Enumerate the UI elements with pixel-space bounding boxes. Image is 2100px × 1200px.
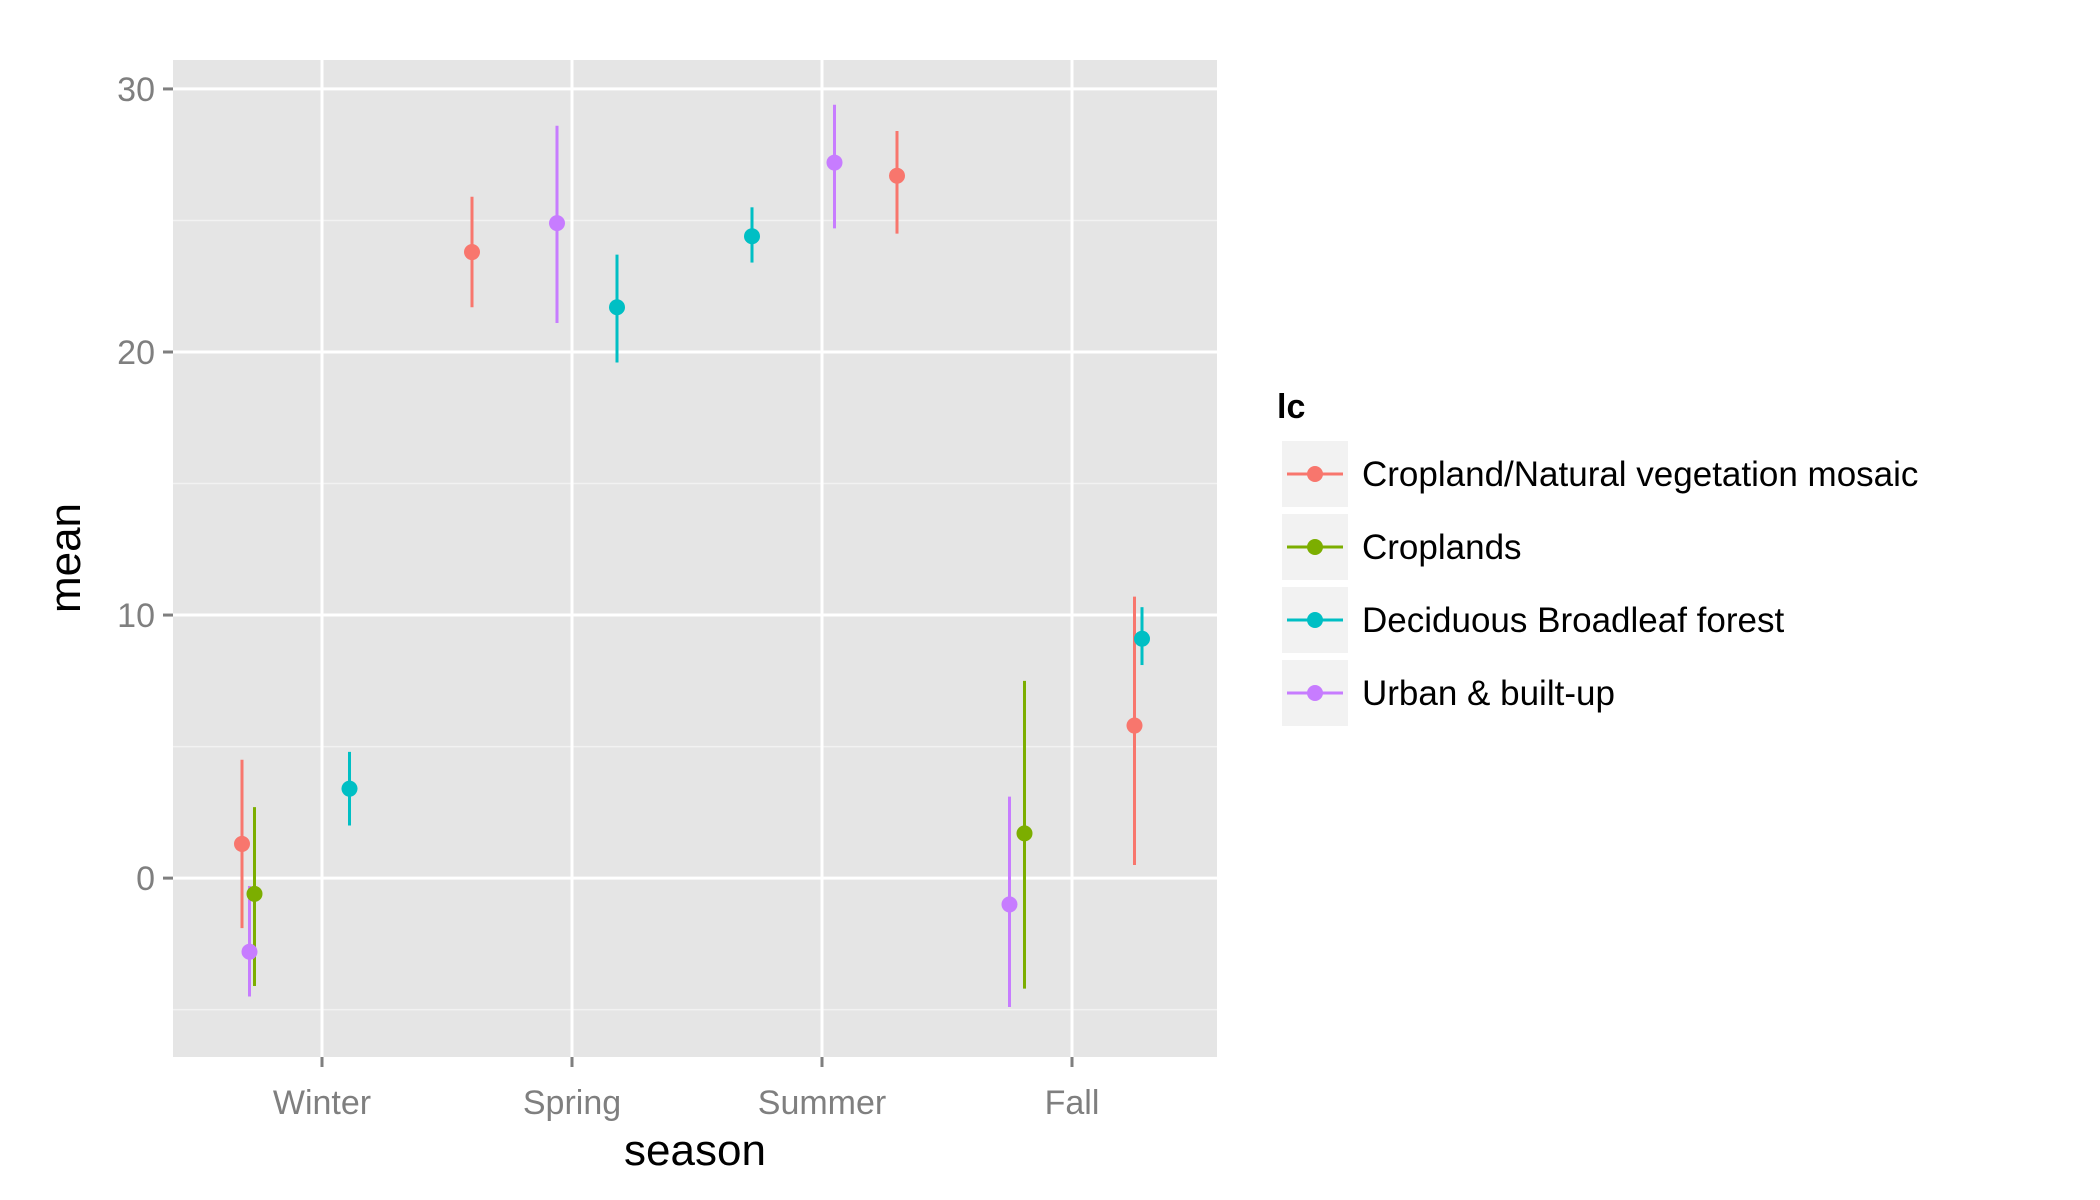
data-point: [1016, 825, 1033, 842]
y-tick-label: 30: [117, 71, 155, 109]
data-point: [744, 228, 760, 245]
x-tick-label: Winter: [273, 1084, 371, 1122]
x-tick-label: Summer: [758, 1084, 886, 1122]
y-tick-label: 20: [117, 334, 155, 372]
legend-title: lc: [1277, 388, 1305, 426]
y-tick-label: 10: [117, 597, 155, 635]
x-tick-label: Fall: [1045, 1084, 1100, 1122]
major-gridlines: [173, 60, 1217, 1057]
data-point: [464, 244, 480, 261]
data-point: [241, 943, 258, 960]
legend-label: Deciduous Broadleaf forest: [1362, 601, 1784, 640]
legend-key-point: [1307, 539, 1323, 555]
data-point: [609, 299, 625, 316]
data-point: [1001, 896, 1018, 913]
legend-label: Urban & built-up: [1362, 674, 1615, 713]
legend-key-point: [1307, 466, 1323, 482]
legend-label: Croplands: [1362, 528, 1522, 567]
data-point: [234, 835, 250, 852]
data-point: [826, 154, 843, 171]
y-axis-title: mean: [41, 503, 90, 613]
x-axis: Winter Spring Summer Fall: [273, 1057, 1100, 1122]
data-point: [1134, 630, 1150, 647]
data-marks: [234, 104, 1150, 1008]
data-point: [549, 215, 565, 232]
y-tick-label: 0: [136, 860, 155, 898]
legend-label: Cropland/Natural vegetation mosaic: [1362, 455, 1918, 494]
data-point: [889, 167, 905, 184]
data-point: [246, 885, 263, 902]
plot-panel: [173, 60, 1217, 1057]
data-point: [341, 780, 358, 797]
legend-key-point: [1307, 612, 1323, 628]
x-axis-title: season: [624, 1126, 766, 1175]
y-axis: 0 10 20 30: [117, 71, 173, 898]
legend-key-point: [1307, 685, 1323, 701]
x-tick-label: Spring: [523, 1084, 621, 1122]
data-point: [1126, 717, 1143, 734]
minor-gridlines: [173, 219, 1217, 1011]
legend: lc Cropland/Natural vegetation mosaic Cro…: [1277, 388, 1918, 726]
